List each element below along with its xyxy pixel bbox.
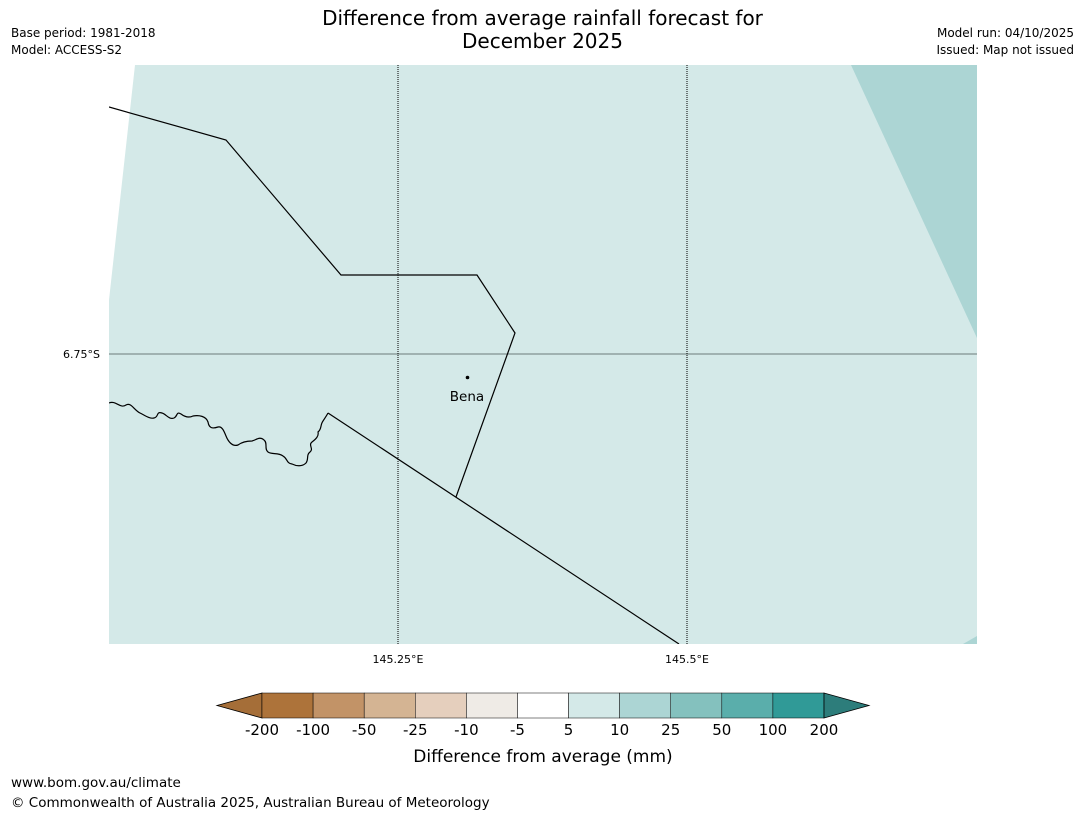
colorbar-extend-high — [823, 692, 871, 719]
colorbar-tick-label: 25 — [661, 721, 680, 739]
colorbar-segment — [261, 692, 314, 719]
issued-text: Issued: Map not issued — [936, 43, 1074, 57]
province-boundary — [327, 412, 680, 644]
colorbar-segment — [670, 692, 723, 719]
colorbar-segment — [568, 692, 620, 719]
colorbar-tick-label: -25 — [403, 721, 428, 739]
title-line-1: Difference from average rainfall forecas… — [322, 6, 763, 30]
colorbar-segment — [772, 692, 825, 719]
colorbar-tick-label: -100 — [296, 721, 330, 739]
colorbar-legend: -200 -100 -50 -25 -10 -5 5 10 25 50 100 200 Differe… — [215, 692, 871, 767]
province-boundary — [109, 106, 516, 498]
map-meta-left: Base period: 1981-2018 Model: ACCESS-S2 — [11, 25, 156, 59]
rainfall-category-fill-upper — [851, 65, 977, 338]
model-run-text: Model run: 04/10/2025 — [936, 26, 1074, 40]
colorbar-tick-label: 50 — [712, 721, 731, 739]
colorbar-segment — [466, 692, 518, 719]
colorbar-segment — [721, 692, 774, 719]
map-title: Difference from average rainfall forecas… — [0, 7, 1085, 53]
footer-copyright: © Commonwealth of Australia 2025, Austra… — [11, 795, 490, 811]
colorbar-segment — [363, 692, 416, 719]
longitude-label-1: 145.25°E — [373, 653, 424, 666]
latitude-label: 6.75°S — [63, 348, 100, 361]
colorbar-tick-label: 200 — [810, 721, 839, 739]
colorbar-extend-low — [215, 692, 263, 719]
model-text: Model: ACCESS-S2 — [11, 43, 123, 57]
colorbar-segment — [415, 692, 467, 719]
colorbar-segment — [517, 692, 569, 719]
river — [109, 401, 329, 467]
town-label: Bena — [450, 389, 484, 405]
colorbar-tick-label: -50 — [352, 721, 377, 739]
colorbar-tick-label: -5 — [510, 721, 525, 739]
map-area — [109, 65, 977, 644]
colorbar-tick-label: -200 — [245, 721, 279, 739]
colorbar-tick-label: 10 — [610, 721, 629, 739]
colorbar-segment — [619, 692, 671, 719]
footer-url: www.bom.gov.au/climate — [11, 775, 181, 791]
longitude-label-2: 145.5°E — [665, 653, 709, 666]
colorbar-segment — [312, 692, 365, 719]
colorbar-tick-label: 5 — [564, 721, 574, 739]
colorbar-title: Difference from average (mm) — [413, 747, 672, 767]
town-marker — [465, 375, 470, 380]
rainfall-category-fill-corner — [963, 636, 977, 644]
colorbar-tick-label: 100 — [759, 721, 788, 739]
base-period-text: Base period: 1981-2018 — [11, 26, 156, 40]
colorbar-tick-label: -10 — [454, 721, 479, 739]
map-meta-right: Model run: 04/10/2025 Issued: Map not is… — [936, 25, 1074, 59]
title-line-2: December 2025 — [462, 29, 623, 53]
